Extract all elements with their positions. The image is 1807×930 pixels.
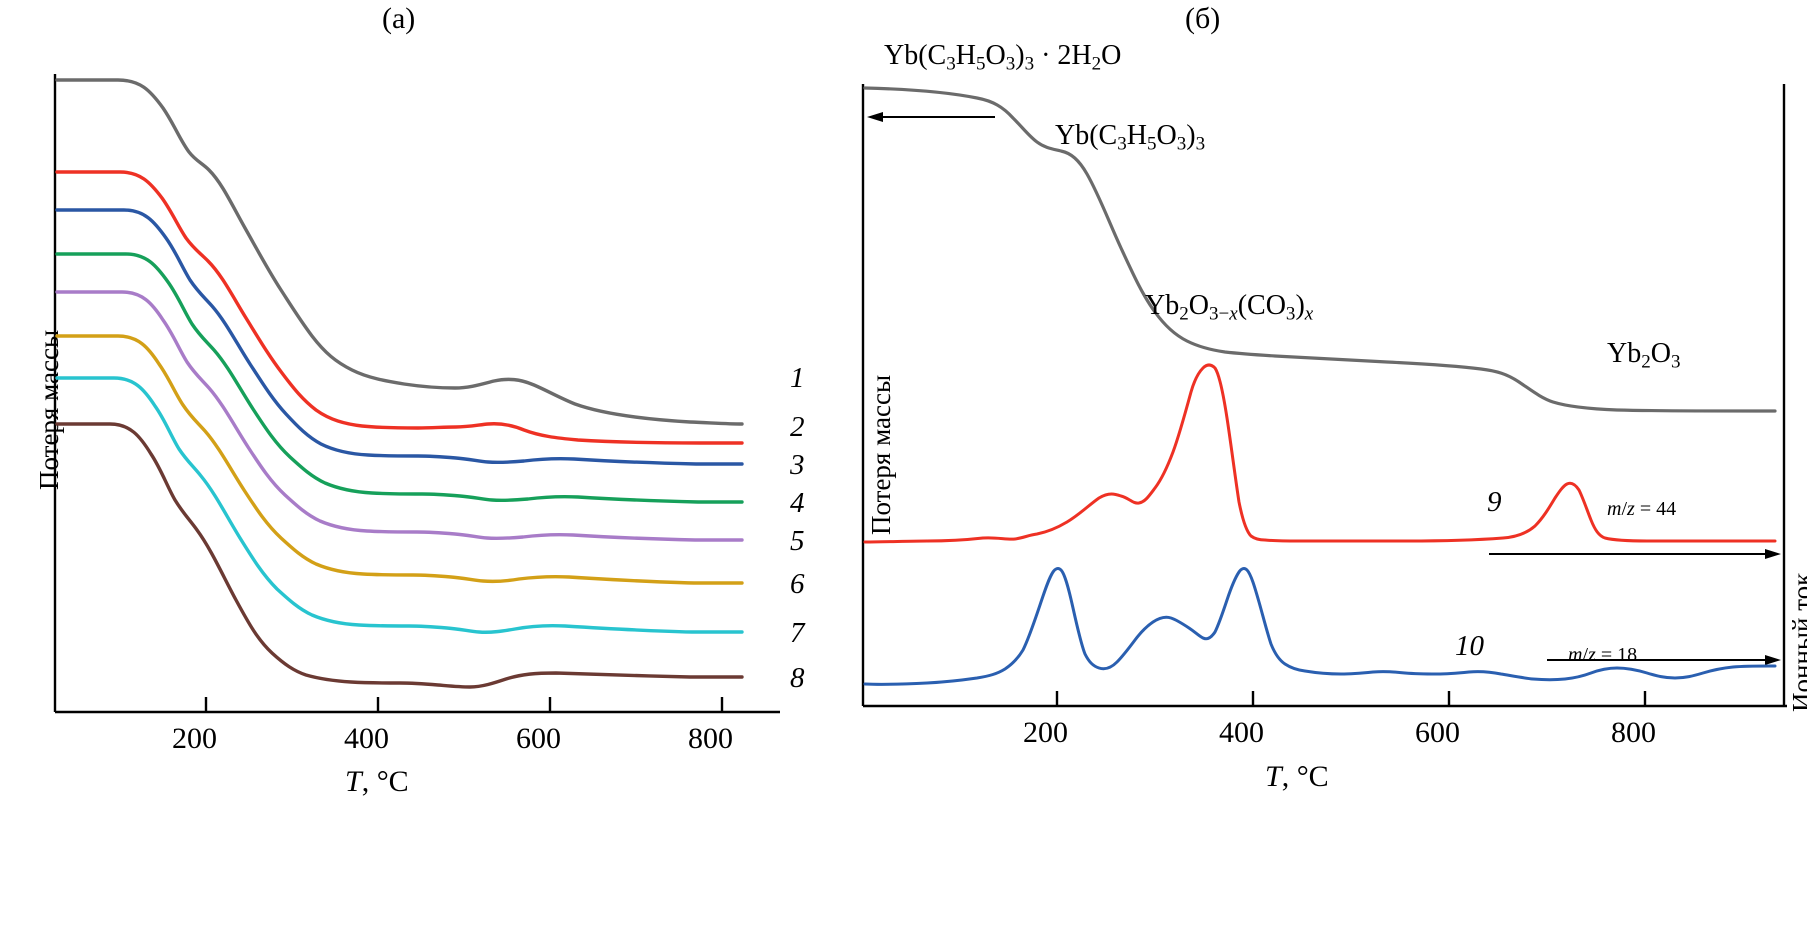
panel-a-curves — [55, 78, 744, 689]
curve-6 — [55, 334, 744, 585]
panel-b-xtick-200: 200 — [1023, 716, 1068, 749]
panel-a-xtick-600: 600 — [516, 722, 561, 755]
panel-a-label: (a) — [382, 2, 416, 35]
curve-5 — [55, 290, 744, 542]
curve-3 — [55, 208, 744, 466]
panel-b-x-ticks — [1055, 691, 1647, 706]
formula-oxycarbonate: Yb2O3−x(CO3)x — [1145, 290, 1314, 325]
arrow-right-mz18 — [1547, 655, 1781, 665]
mz-label-44: m/z = 44 — [1607, 498, 1677, 520]
curve-label-2: 2 — [790, 411, 805, 443]
panel-b-tg-curve — [863, 86, 1777, 413]
curve-label-7: 7 — [790, 617, 805, 649]
formula-end: Yb2O3 — [1607, 338, 1681, 373]
panel-b-arrows — [867, 112, 1781, 665]
curve-label-9: 9 — [1487, 486, 1502, 518]
mz-label-18: m/z = 18 — [1568, 644, 1638, 666]
curve-2 — [55, 170, 744, 445]
panel-b-xtick-600: 600 — [1415, 716, 1460, 749]
panel-b-plot — [861, 84, 1787, 708]
curve-1 — [55, 78, 744, 426]
formula-start: Yb(C3H5O3)3 · 2H2O — [884, 40, 1122, 75]
panel-b-xlabel: T, °C — [1265, 760, 1329, 793]
curve-4 — [55, 252, 744, 504]
panel-a-xlabel: T, °C — [345, 765, 409, 798]
panel-a-xtick-200: 200 — [172, 722, 217, 755]
curve-8 — [55, 422, 744, 689]
curve-7 — [55, 376, 744, 634]
formula-mid: Yb(C3H5O3)3 — [1055, 120, 1206, 155]
curve-label-4: 4 — [790, 487, 805, 519]
panel-a-plot — [53, 74, 780, 714]
panel-b-xtick-800: 800 — [1611, 716, 1656, 749]
curve-label-5: 5 — [790, 525, 805, 557]
panel-b-mz44-curve — [863, 363, 1777, 544]
panel-b-xtick-400: 400 — [1219, 716, 1264, 749]
arrow-right-mz44 — [1489, 549, 1781, 559]
panel-a-x-ticks — [204, 697, 724, 712]
curve-label-10: 10 — [1455, 630, 1484, 662]
panel-a-xtick-400: 400 — [344, 722, 389, 755]
curve-label-6: 6 — [790, 568, 805, 600]
curve-label-8: 8 — [790, 662, 805, 694]
panel-b-label: (б) — [1185, 2, 1221, 35]
panel-a-xtick-800: 800 — [688, 722, 733, 755]
panel-b-mz18-curve — [863, 567, 1777, 686]
curve-label-3: 3 — [790, 449, 805, 481]
curve-label-1: 1 — [790, 362, 805, 394]
arrow-left-tg — [867, 112, 995, 122]
